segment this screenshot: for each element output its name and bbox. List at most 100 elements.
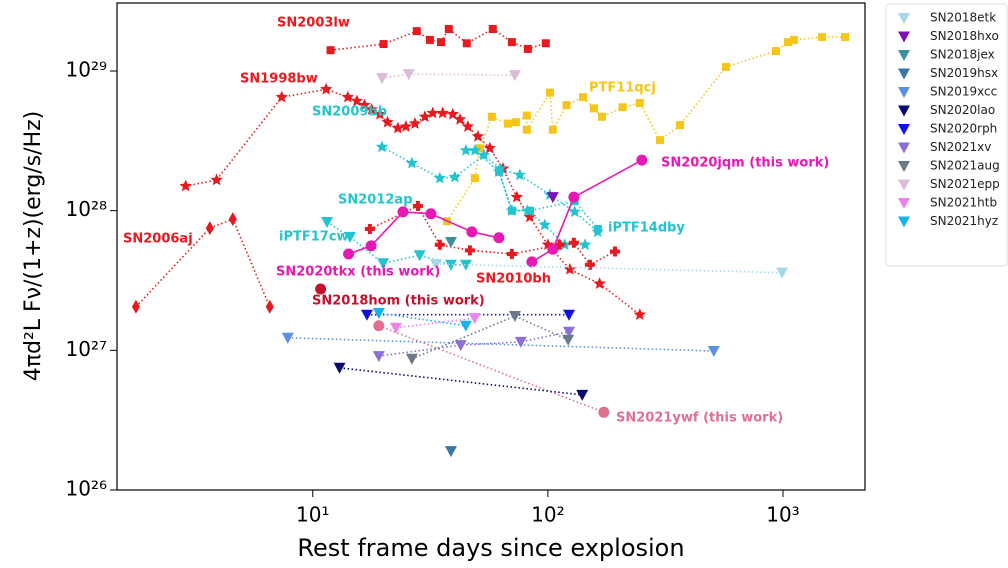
y-tick-label: 10²⁶: [66, 477, 107, 501]
series-line: [378, 325, 605, 414]
point: [507, 38, 516, 47]
point: [508, 70, 521, 82]
point: [408, 117, 422, 129]
point: [373, 320, 385, 332]
legend-label: SN2019xcc: [930, 85, 997, 99]
point: [475, 144, 484, 153]
point: [373, 107, 387, 120]
point: [526, 256, 538, 268]
point: [399, 120, 413, 132]
series-line: [435, 263, 783, 274]
point: [547, 243, 559, 255]
point: [436, 38, 445, 47]
point: [412, 27, 421, 36]
y-axis-label: 4πd²L Fν/(1+z)(erg/s/Hz): [21, 111, 46, 381]
point: [483, 141, 496, 154]
point: [593, 277, 606, 289]
point: [436, 106, 449, 119]
point: [584, 259, 595, 270]
series-line: [326, 221, 466, 266]
point: [546, 192, 559, 204]
point: [461, 120, 475, 132]
plot-frame: [116, 2, 866, 491]
point: [522, 111, 531, 120]
point: [413, 250, 426, 262]
point: [514, 336, 527, 348]
point: [783, 38, 792, 47]
point: [454, 340, 467, 352]
point: [818, 33, 827, 42]
point: [563, 309, 576, 321]
point: [425, 208, 437, 220]
x-tick-label: 10²: [531, 503, 564, 527]
series-annotation: SN2018hom (this work): [312, 294, 485, 309]
point: [541, 39, 550, 48]
y-tick-label: 10²⁸: [66, 197, 107, 221]
point: [444, 24, 453, 33]
point: [488, 24, 497, 33]
point: [321, 216, 334, 228]
point: [470, 174, 479, 183]
point: [589, 104, 598, 113]
point: [377, 258, 390, 270]
point: [548, 125, 557, 134]
point: [462, 39, 471, 48]
point: [466, 226, 478, 238]
point: [538, 218, 551, 231]
point: [364, 223, 375, 234]
point: [205, 221, 214, 236]
legend-label: SN2019hsx: [930, 66, 998, 80]
legend-marker: [898, 87, 910, 98]
series-annotation: PTF11qcj: [589, 81, 656, 96]
point: [459, 320, 472, 332]
point: [562, 334, 575, 346]
series-line: [378, 312, 467, 327]
point: [360, 309, 373, 321]
point: [598, 112, 607, 121]
legend-label: SN2021aug: [930, 159, 1000, 173]
legend-marker: [898, 216, 910, 228]
point: [495, 167, 504, 176]
legend-label: SN2021epp: [930, 177, 1000, 191]
series-annotation: SN2009bb: [312, 105, 387, 120]
point: [365, 240, 377, 252]
point: [568, 191, 580, 203]
series-annotation: SN2003lw: [277, 16, 350, 31]
legend-marker: [898, 50, 910, 61]
point: [381, 115, 394, 128]
point: [510, 190, 523, 203]
point: [444, 259, 457, 271]
legend-marker: [898, 179, 910, 191]
point: [333, 362, 346, 374]
point: [343, 248, 355, 260]
legend-marker: [898, 161, 910, 172]
point: [375, 140, 389, 153]
point: [523, 44, 532, 53]
legend-label: SN2018hxo: [930, 29, 999, 43]
point: [487, 112, 496, 121]
legend-marker: [898, 198, 910, 209]
series-annotation: SN2006aj: [123, 232, 193, 247]
point: [391, 121, 404, 134]
point: [523, 210, 536, 223]
point: [526, 206, 535, 215]
point: [459, 143, 473, 156]
series-line: [185, 88, 641, 316]
legend-label: SN2020lao: [930, 103, 995, 117]
series-line: [378, 330, 570, 357]
point: [578, 238, 592, 250]
series-annotation: SN2021ywf (this work): [616, 411, 783, 426]
point: [578, 93, 587, 102]
legend-box: [885, 3, 1008, 267]
series-annotation: SN2020tkx (this work): [276, 265, 440, 280]
point: [402, 69, 415, 81]
point: [275, 90, 288, 103]
legend-label: SN2021xv: [930, 140, 991, 154]
point: [635, 99, 644, 108]
point: [315, 283, 327, 295]
point: [448, 170, 461, 183]
series-line: [369, 204, 616, 266]
point: [468, 313, 481, 325]
x-axis-label: Rest frame days since explosion: [297, 534, 684, 562]
point: [554, 239, 565, 250]
